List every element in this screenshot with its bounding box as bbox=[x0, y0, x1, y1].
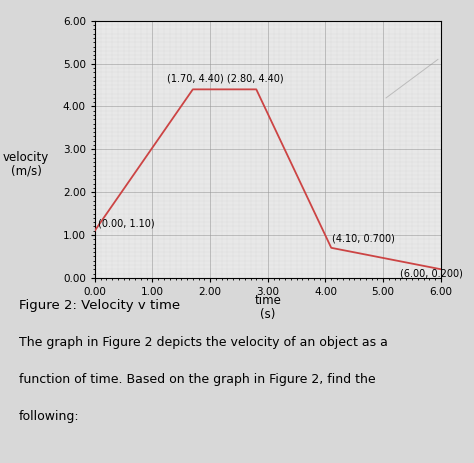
Text: (6.00, 0.200): (6.00, 0.200) bbox=[401, 269, 463, 279]
Text: (1.70, 4.40) (2.80, 4.40): (1.70, 4.40) (2.80, 4.40) bbox=[167, 74, 283, 84]
Text: (s): (s) bbox=[260, 308, 275, 321]
Text: Figure 2: Velocity v time: Figure 2: Velocity v time bbox=[19, 299, 180, 312]
Text: following:: following: bbox=[19, 410, 80, 423]
Text: The graph in Figure 2 depicts the velocity of an object as a: The graph in Figure 2 depicts the veloci… bbox=[19, 336, 388, 349]
Text: (m/s): (m/s) bbox=[10, 165, 42, 178]
Text: velocity: velocity bbox=[3, 151, 49, 164]
Text: (4.10, 0.700): (4.10, 0.700) bbox=[332, 233, 395, 244]
Text: time: time bbox=[255, 294, 281, 307]
Text: function of time. Based on the graph in Figure 2, find the: function of time. Based on the graph in … bbox=[19, 373, 375, 386]
Text: (0.00, 1.10): (0.00, 1.10) bbox=[98, 219, 155, 228]
